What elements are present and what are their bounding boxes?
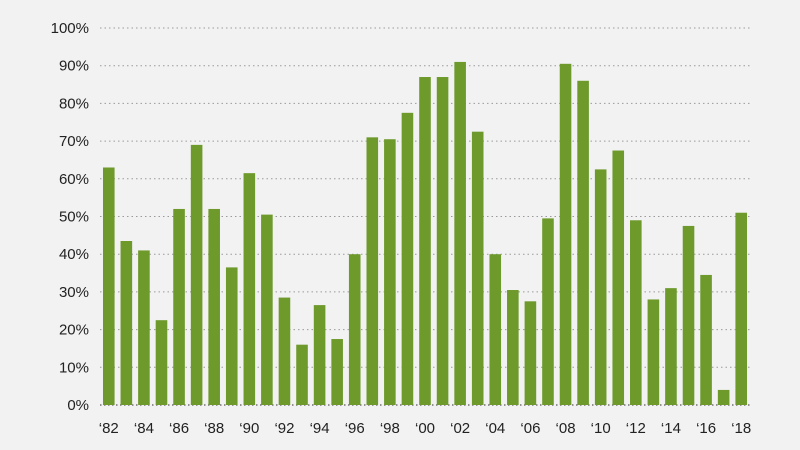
y-tick-label: 30%: [59, 284, 89, 301]
x-tick-label: ‘84: [134, 420, 154, 437]
bar-2013: [647, 299, 660, 405]
bar-2005: [507, 290, 519, 405]
bar-1995: [331, 339, 343, 405]
bar-2011: [612, 150, 625, 405]
bar-2001: [436, 77, 449, 405]
x-tick-label: ‘90: [239, 420, 259, 437]
bar-2008: [559, 63, 572, 406]
bar-2012: [630, 220, 642, 405]
x-tick-label: ‘00: [415, 420, 435, 437]
y-tick-label: 100%: [51, 20, 89, 37]
y-tick-label: 70%: [59, 133, 89, 150]
y-tick-label: 10%: [59, 359, 89, 376]
bar-2004: [489, 254, 502, 405]
bar-1989: [225, 267, 238, 405]
y-tick-label: 50%: [59, 209, 89, 226]
bar-1991: [261, 214, 273, 405]
x-axis-labels: ‘82 ‘84 ‘86 ‘88 ‘90 ‘92 ‘94 ‘96 ‘98 ‘00 ‘02 ‘04 ‘06 ‘…: [99, 420, 751, 437]
x-tick-label: ‘08: [556, 420, 576, 437]
x-tick-label: ‘98: [380, 420, 400, 437]
y-tick-label: 60%: [59, 171, 89, 188]
bar-2015: [682, 225, 695, 405]
bar-1999: [401, 112, 414, 405]
y-tick-label: 40%: [59, 246, 89, 263]
x-tick-label: ‘86: [169, 420, 189, 437]
bar-2002: [454, 61, 466, 406]
bar-2009: [577, 80, 589, 405]
y-axis-labels: 0% 10% 20% 30% 40% 50% 60% 70% 80% 90% 100%: [51, 20, 89, 414]
bar-1996: [348, 254, 361, 405]
bar-2016: [700, 274, 712, 405]
x-tick-label: ‘94: [310, 420, 330, 437]
bar-1994: [313, 305, 326, 405]
bar-1984: [138, 250, 150, 405]
y-tick-label: 0%: [67, 397, 89, 414]
bar-1993: [296, 344, 308, 405]
y-tick-label: 90%: [59, 58, 89, 75]
x-tick-label: ‘16: [696, 420, 716, 437]
x-tick-label: ‘12: [626, 420, 646, 437]
bar-1997: [366, 137, 379, 405]
x-tick-label: ‘10: [591, 420, 611, 437]
bar-2010: [594, 169, 607, 406]
y-tick-label: 80%: [59, 95, 89, 112]
bar-1998: [384, 139, 396, 405]
bar-1990: [243, 173, 256, 405]
bar-2003: [471, 131, 484, 405]
x-tick-label: ‘18: [731, 420, 751, 437]
bar-1992: [278, 297, 291, 405]
bar-2000: [419, 77, 431, 405]
y-tick-label: 20%: [59, 322, 89, 339]
x-tick-label: ‘06: [520, 420, 540, 437]
bar-1982: [102, 167, 115, 405]
bar-1983: [120, 241, 133, 405]
bar-1987: [190, 144, 203, 405]
x-tick-label: ‘04: [485, 420, 505, 437]
bar-2018: [735, 212, 748, 405]
x-tick-label: ‘96: [345, 420, 365, 437]
bar-1985: [155, 320, 168, 405]
x-tick-label: ‘02: [450, 420, 470, 437]
x-tick-label: ‘88: [204, 420, 224, 437]
bar-2006: [524, 301, 537, 405]
x-tick-label: ‘14: [661, 420, 681, 437]
bar-2017: [717, 389, 730, 405]
bars: [102, 61, 748, 406]
bar-2014: [665, 288, 677, 405]
x-tick-label: ‘82: [99, 420, 119, 437]
bar-2007: [542, 218, 554, 405]
bar-1988: [208, 208, 220, 405]
x-tick-label: ‘92: [274, 420, 294, 437]
bar-1986: [173, 208, 185, 405]
